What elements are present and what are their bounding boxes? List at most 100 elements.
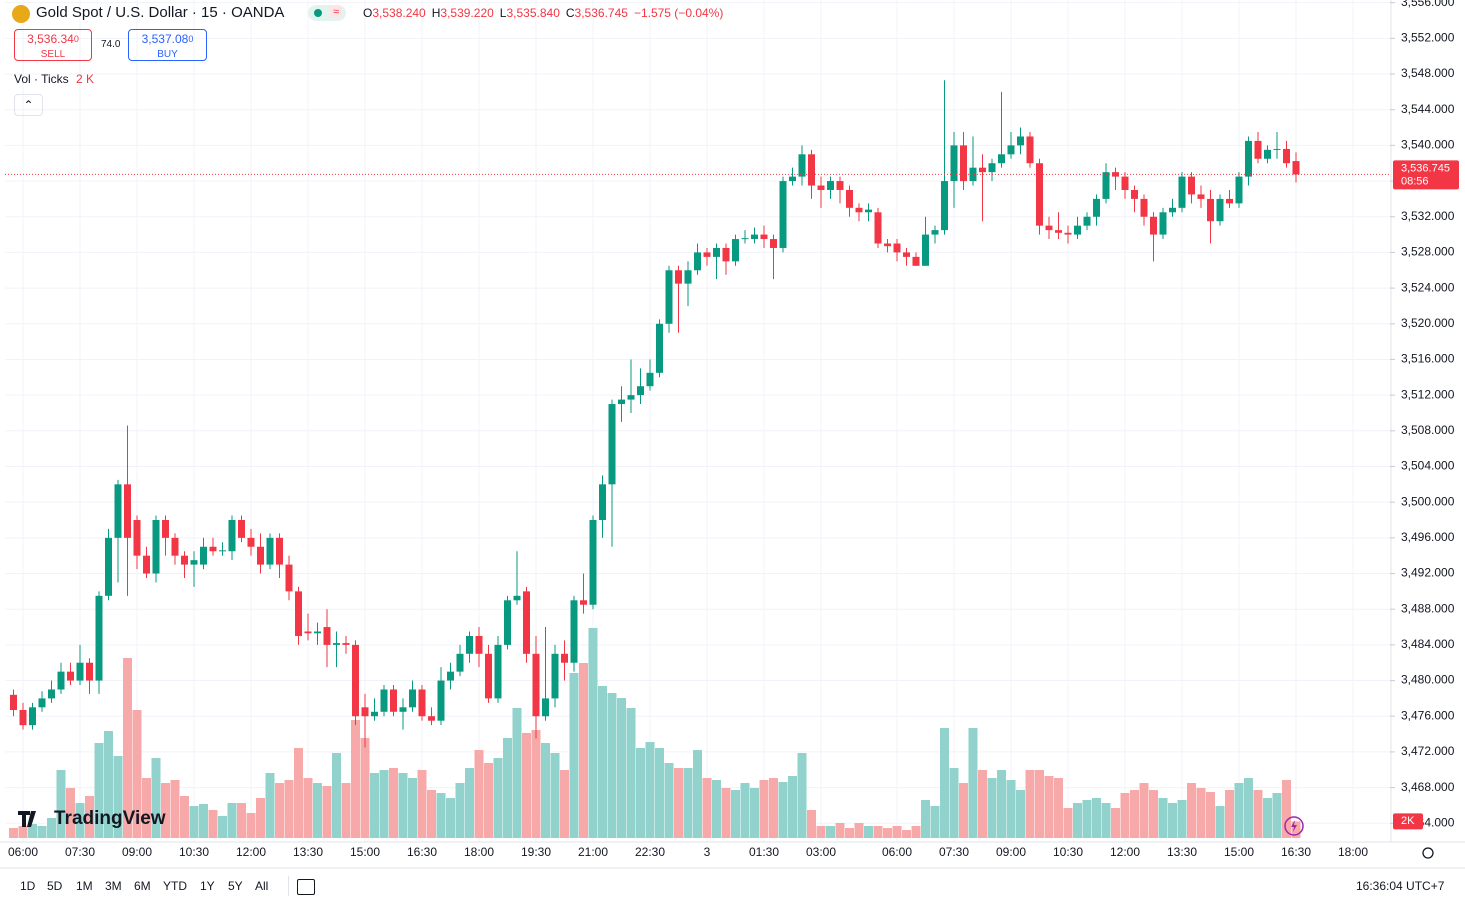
candle-body — [798, 154, 806, 177]
range-button[interactable]: 6M — [134, 879, 151, 893]
candle-body — [437, 680, 445, 721]
lightning-icon[interactable] — [1284, 816, 1304, 836]
candle-body — [304, 631, 312, 634]
volume-bar — [750, 788, 759, 838]
candle-body — [67, 671, 74, 681]
x-tick-label: 3 — [704, 845, 711, 859]
y-tick-label: 3,472.000 — [1401, 744, 1455, 758]
ohlc-legend: O3,538.240 H3,539.220 L3,535.840 C3,536.745… — [363, 6, 723, 20]
candle-body — [627, 395, 635, 400]
range-button[interactable]: YTD — [163, 879, 187, 893]
candle-body — [1083, 216, 1091, 226]
candle-body — [1226, 198, 1233, 204]
sell-button[interactable]: 3,536.340 SELL — [14, 29, 92, 61]
range-button[interactable]: 1D — [20, 879, 36, 893]
volume-bar — [275, 783, 284, 838]
candle-body — [1131, 189, 1138, 199]
candle-body — [504, 600, 511, 645]
volume-bar — [826, 826, 835, 838]
range-button[interactable]: 5Y — [228, 879, 243, 893]
range-button[interactable]: 3M — [105, 879, 122, 893]
x-tick-label: 06:00 — [882, 845, 912, 859]
candle-body — [475, 635, 483, 654]
candle-body — [988, 163, 996, 173]
candle-body — [133, 520, 141, 556]
x-tick-label: 12:00 — [236, 845, 266, 859]
volume-bar — [237, 803, 246, 838]
volume-bar — [588, 628, 598, 838]
volume-bar — [911, 826, 921, 838]
volume-bar — [66, 788, 75, 838]
axes: 3,464.0003,468.0003,472.0003,476.0003,48… — [8, 0, 1455, 859]
volume-bar — [370, 773, 379, 838]
candle-body — [912, 256, 920, 266]
volume-bar — [655, 748, 664, 838]
settings-icon[interactable] — [1422, 847, 1434, 859]
range-button[interactable]: 5D — [47, 879, 63, 893]
volume-bar — [189, 806, 199, 838]
y-tick-label: 3,544.000 — [1401, 102, 1455, 116]
candle-body — [694, 252, 701, 271]
candle-body — [1026, 136, 1034, 164]
collapse-button[interactable]: ⌃ — [14, 94, 43, 116]
buy-price: 3,537.08 — [141, 32, 189, 46]
candle-body — [969, 167, 977, 182]
volume-bar — [436, 793, 446, 838]
volume-bar — [902, 830, 911, 838]
buy-button[interactable]: 3,537.080 BUY — [128, 29, 207, 61]
volume-bar — [693, 750, 702, 838]
volume-bar — [417, 770, 427, 838]
candle-body — [1102, 172, 1110, 199]
volume-bar — [854, 823, 864, 838]
market-open-dot — [314, 9, 322, 17]
range-button[interactable]: All — [255, 879, 269, 893]
candle-body — [865, 209, 872, 213]
volume-bar — [1044, 776, 1054, 838]
clock: 16:36:04 UTC+7 — [1356, 879, 1445, 893]
sell-price: 3,536.34 — [27, 32, 74, 46]
status-chip[interactable]: ≈ — [308, 5, 346, 21]
volume-bar — [1073, 803, 1082, 838]
volume-bar — [161, 783, 170, 838]
volume-bar — [379, 770, 389, 838]
candle-body — [162, 520, 169, 538]
candle-body — [979, 167, 986, 173]
x-tick-label: 19:30 — [521, 845, 551, 859]
x-tick-label: 16:30 — [407, 845, 437, 859]
candle-body — [1292, 161, 1300, 175]
volume-bar — [930, 806, 940, 838]
volume-bar — [883, 828, 892, 838]
candle-body — [561, 653, 568, 663]
ohlc-key: C — [565, 6, 575, 20]
volume-bar — [360, 738, 370, 838]
calendar-icon[interactable] — [297, 879, 315, 895]
range-button[interactable]: 1Y — [200, 879, 215, 893]
sell-label: SELL — [40, 49, 66, 60]
range-button[interactable]: 1M — [76, 879, 93, 893]
candle-body — [665, 270, 673, 324]
x-tick-label: 06:00 — [8, 845, 38, 859]
candle-body — [76, 662, 84, 681]
volume-bar — [104, 731, 113, 838]
candle-body — [941, 181, 948, 231]
volume-bar — [788, 776, 797, 838]
delay-icon: ≈ — [330, 6, 343, 18]
volume-bar — [446, 798, 455, 838]
y-tick-label: 3,468.000 — [1401, 780, 1455, 794]
candle-body — [998, 154, 1005, 164]
candle-body — [532, 653, 540, 717]
x-tick-label: 21:00 — [578, 845, 608, 859]
candle-body — [1121, 176, 1129, 190]
volume-bar — [113, 756, 123, 838]
volume-bar — [1016, 790, 1025, 838]
candle-body — [181, 555, 188, 565]
candle-body — [352, 644, 359, 717]
candle-body — [409, 689, 416, 708]
volume-bar — [959, 783, 968, 838]
volume-bar — [132, 710, 142, 838]
volume-bar — [1149, 790, 1158, 838]
volume-bar — [85, 796, 94, 838]
candle-body — [209, 546, 217, 552]
